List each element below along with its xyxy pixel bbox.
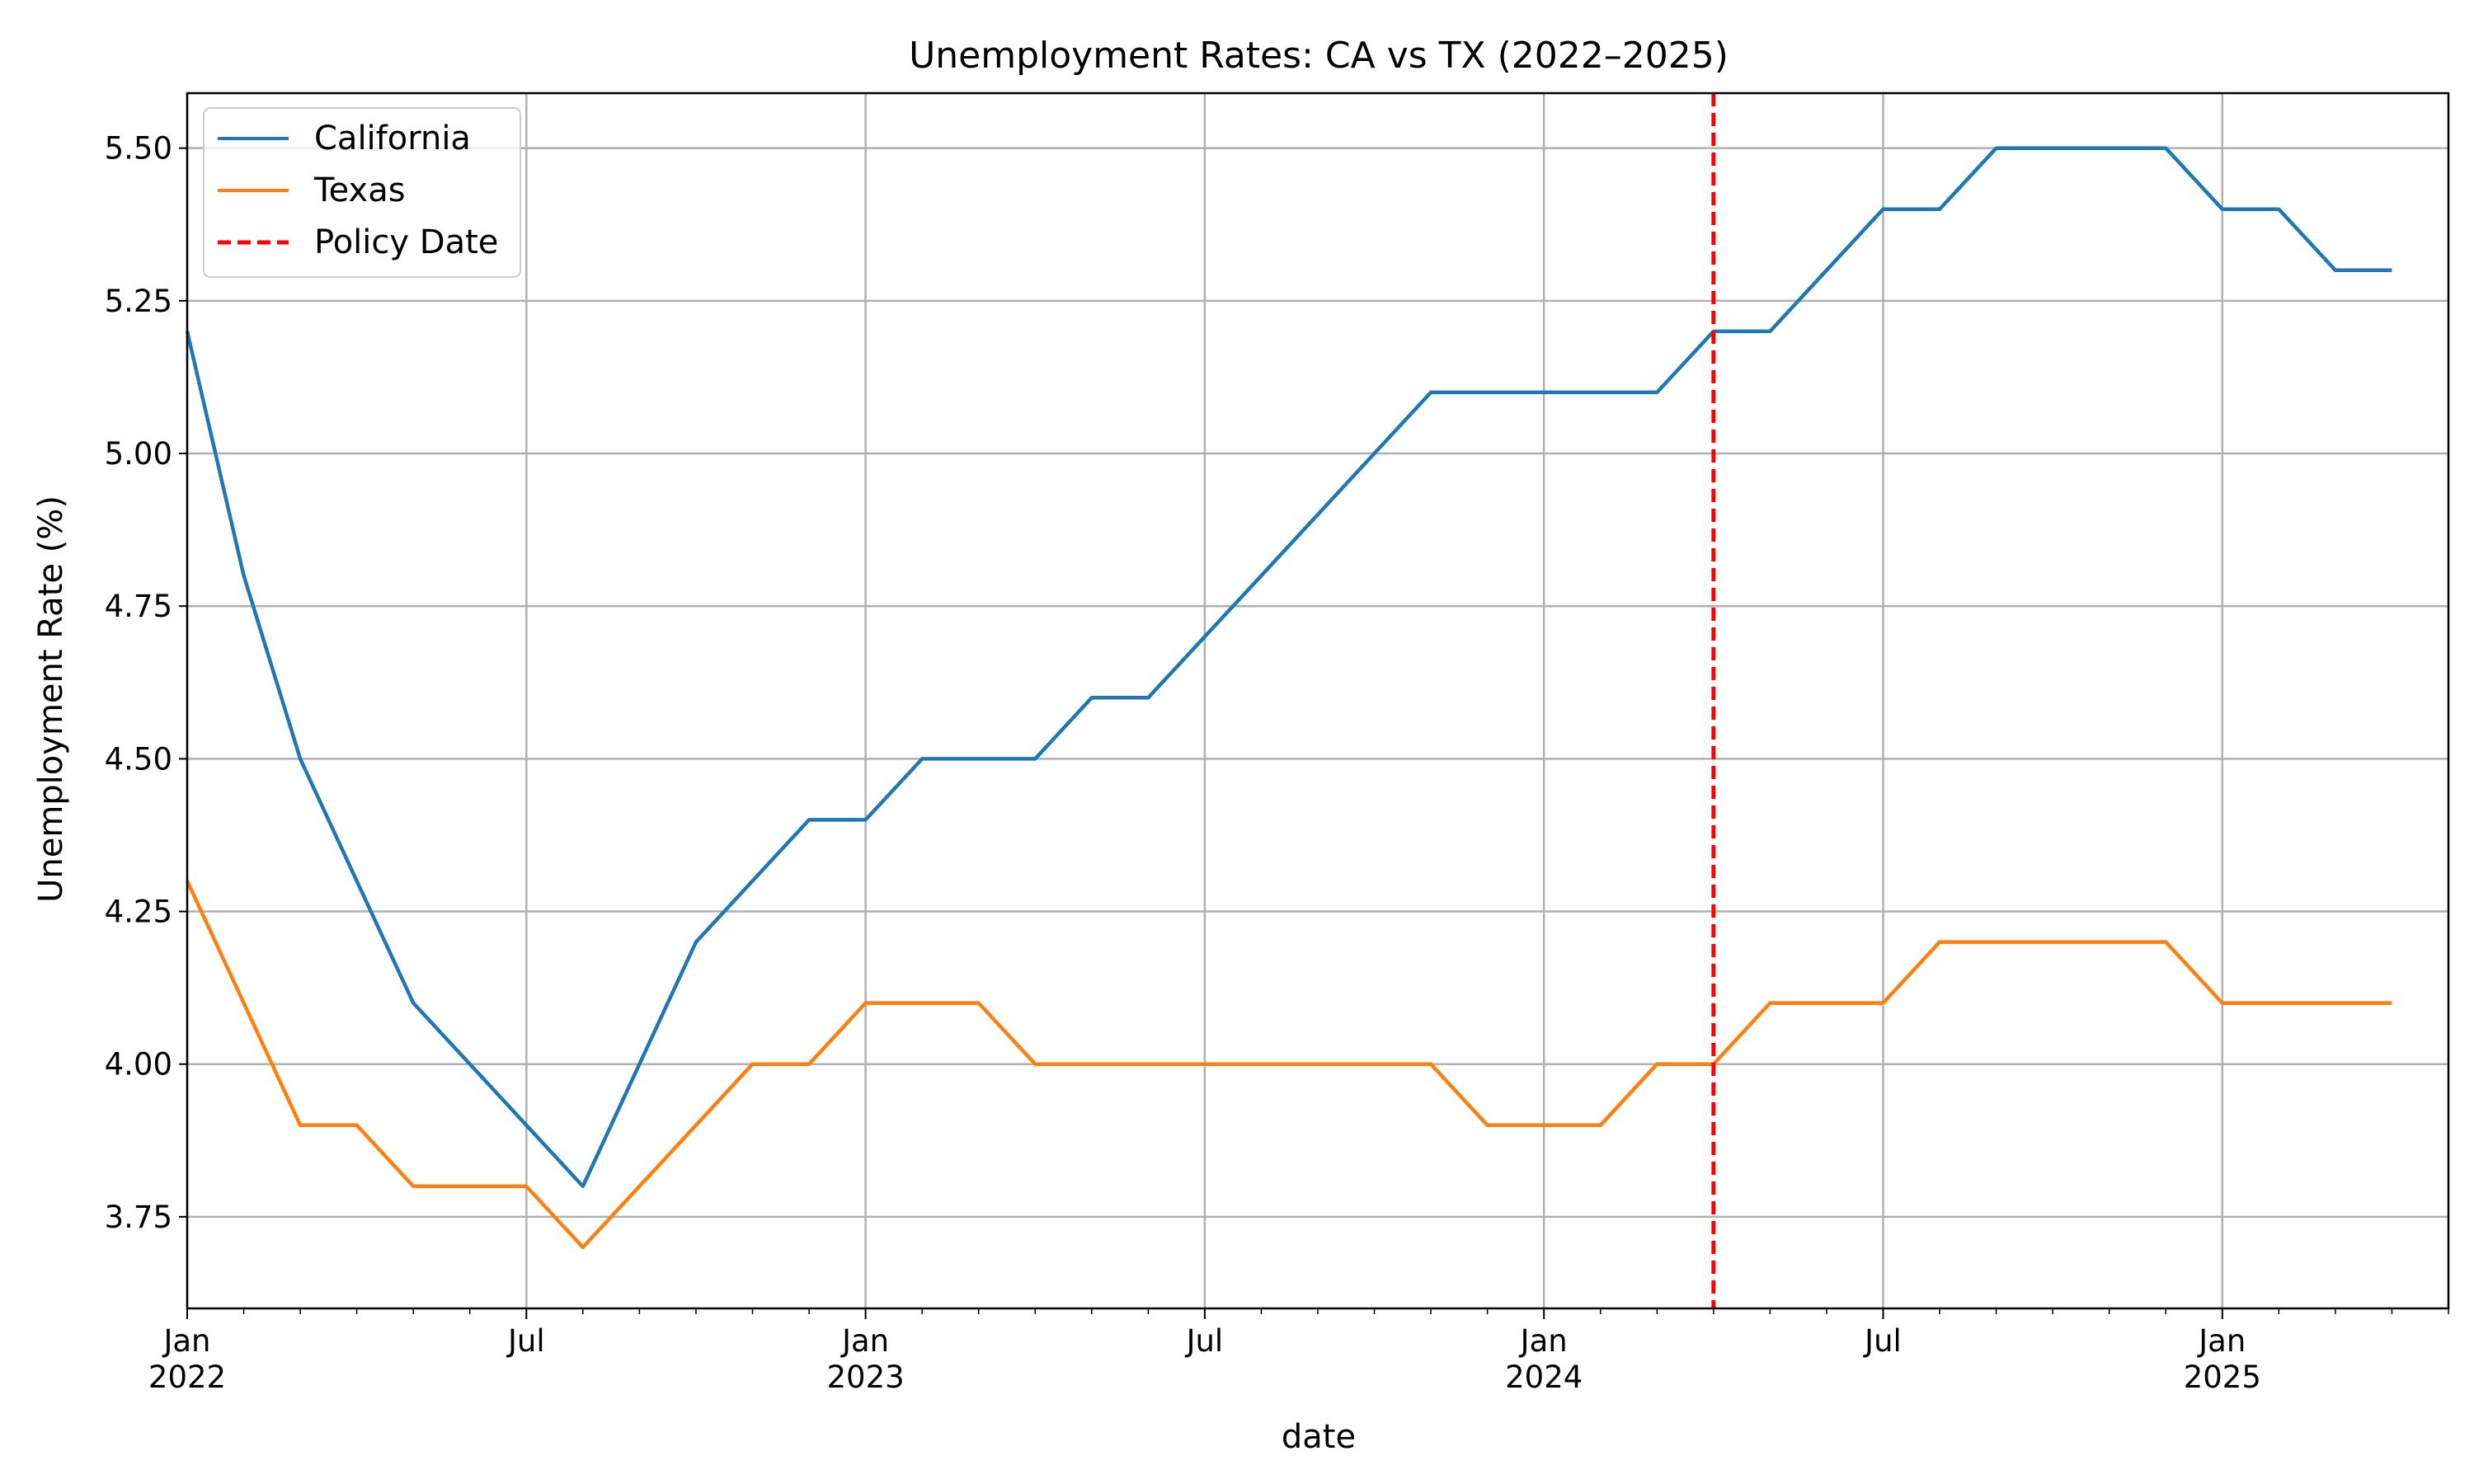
y-tick-label: 4.75 (105, 589, 172, 624)
x-tick-label: Jul (1185, 1323, 1224, 1359)
x-tick-label: Jan (840, 1323, 889, 1359)
x-tick-year-label: 2022 (148, 1360, 226, 1395)
legend: California Texas Policy Date (203, 107, 521, 278)
y-tick-label: 4.25 (105, 895, 172, 930)
series-line-texas (185, 880, 2392, 1250)
x-axis-label: date (1282, 1418, 1356, 1456)
chart-title: Unemployment Rates: CA vs TX (2022–2025) (909, 35, 1729, 77)
x-tick-year-label: 2023 (827, 1360, 905, 1395)
x-tick-label: Jan (2197, 1323, 2246, 1359)
legend-label-california: California (314, 120, 471, 157)
legend-frame (203, 107, 521, 278)
y-tick-label: 5.50 (105, 131, 172, 167)
plot-frame (186, 92, 2450, 1310)
x-tick-label: Jul (1863, 1323, 1902, 1359)
y-tick-label: 4.50 (105, 741, 172, 777)
y-tick-label: 5.00 (105, 436, 172, 472)
y-axis-label: Unemployment Rate (%) (32, 495, 70, 903)
x-tick-label: Jan (162, 1323, 210, 1359)
series-layer (185, 93, 2392, 1308)
series-line-california (185, 146, 2392, 1189)
y-tick-label: 4.00 (105, 1047, 172, 1082)
y-tick-label: 5.25 (105, 284, 172, 319)
x-tick-label: Jul (506, 1323, 545, 1359)
axes-layer: 3.754.004.254.504.755.005.255.50Jan2022J… (105, 92, 2450, 1395)
legend-label-policy-date: Policy Date (314, 223, 498, 261)
y-tick-label: 3.75 (105, 1200, 172, 1235)
x-tick-year-label: 2024 (1505, 1360, 1583, 1395)
legend-label-texas: Texas (313, 171, 406, 209)
x-tick-label: Jan (1519, 1323, 1568, 1359)
x-tick-year-label: 2025 (2184, 1360, 2261, 1395)
